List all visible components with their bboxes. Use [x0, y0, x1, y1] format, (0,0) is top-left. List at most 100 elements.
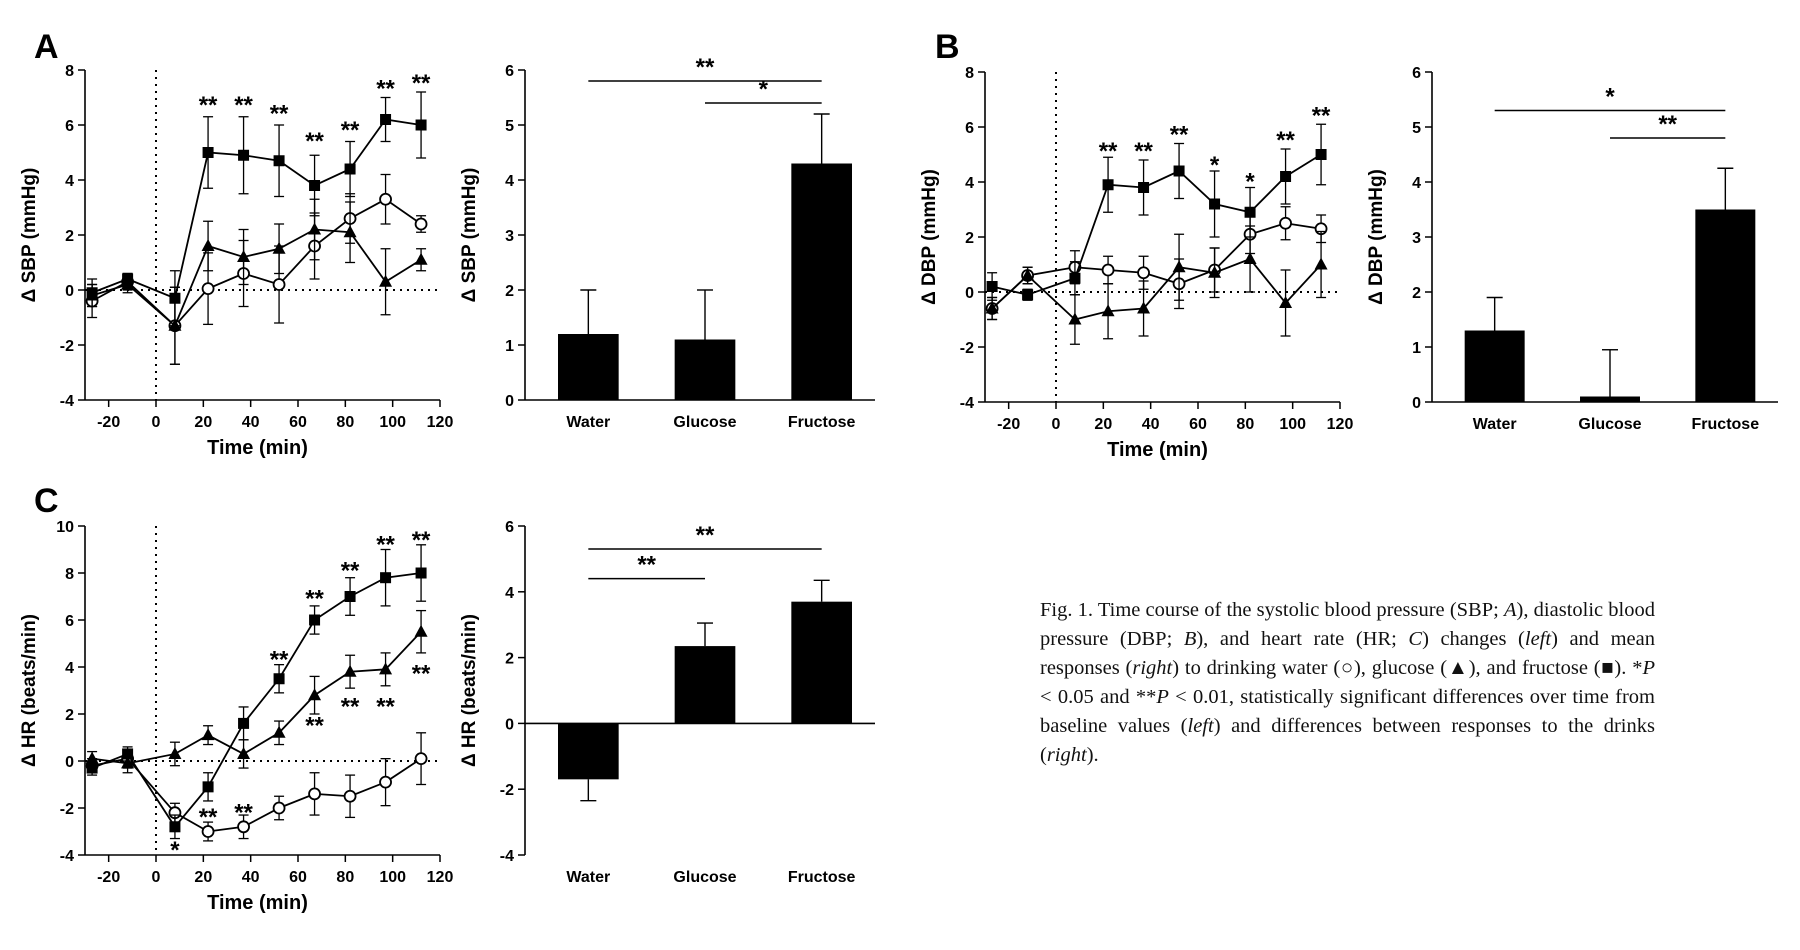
b-right-category-label: Glucose	[1578, 416, 1641, 433]
b-left-x-tick-label: 100	[1279, 416, 1306, 433]
c-left-fructose-point	[169, 821, 181, 833]
b-right-y-tick-label: 1	[1412, 340, 1421, 357]
panel-label-c: C	[34, 482, 59, 520]
a-right-y-tick-label: 5	[505, 118, 514, 135]
b-right-significance-label: **	[1658, 111, 1677, 138]
a-left-x-tick-label: -20	[97, 414, 120, 431]
b-left-glucose-point	[1137, 301, 1151, 314]
c-right-y-tick-label: 6	[505, 519, 514, 536]
c-left-glucose-point	[121, 756, 135, 769]
b-left-significance-label: **	[1276, 127, 1295, 154]
c-left-fructose-point	[273, 673, 285, 685]
c-right-y-tick-label: -4	[500, 848, 514, 865]
a-left-glucose-point	[237, 250, 251, 262]
b-left-y-axis-title: Δ DBP (mmHg)	[919, 169, 940, 305]
caption-text: ), and heart rate (HR;	[1196, 628, 1409, 650]
b-left-fructose-series-line	[991, 153, 1322, 296]
a-right-significance-label: *	[759, 76, 769, 103]
a-left-x-tick-label: 80	[336, 414, 354, 431]
c-right-category-label: Water	[566, 869, 610, 886]
b-left-fructose-point	[1315, 149, 1327, 160]
b-left-fructose-point	[1173, 165, 1185, 177]
b-left-significance-label: *	[1245, 168, 1255, 195]
b-right-y-tick-label: 3	[1412, 230, 1421, 247]
a-left-fructose-series-line	[91, 118, 422, 300]
b-left-fructose-point	[1138, 182, 1150, 193]
c-left-x-tick-label: 20	[194, 869, 212, 886]
c-right-y-axis-title: Δ HR (beats/min)	[459, 614, 480, 767]
c-left-fructose-point	[122, 748, 134, 760]
b-right-y-tick-label: 4	[1412, 175, 1421, 192]
a-right-bar-glucose	[674, 339, 736, 400]
caption-text: ).	[1086, 744, 1099, 766]
a-right-y-tick-label: 4	[505, 173, 514, 190]
c-right-bar-glucose	[674, 646, 736, 724]
b-right-significance-label: *	[1605, 84, 1615, 111]
b-left-x-tick-label: 60	[1189, 416, 1207, 433]
a-left-glucose-point	[308, 222, 322, 235]
c-left-y-tick-label: 6	[65, 613, 74, 630]
caption-text: A	[1504, 599, 1517, 621]
caption-text: ) to drinking water (○), glucose (▲), an…	[1172, 657, 1643, 679]
a-left-y-tick-label: -4	[60, 393, 74, 410]
b-right-y-axis-title: Δ DBP (mmHg)	[1366, 169, 1387, 305]
c-left-fructose-point	[344, 591, 356, 602]
caption-text: right	[1046, 744, 1087, 766]
c-right-bar-fructose	[791, 601, 852, 724]
b-left-significance-label: **	[1170, 122, 1189, 149]
caption-text: Fig. 1. Time course of the systolic bloo…	[1040, 599, 1505, 621]
b-left-y-tick-label: 8	[965, 65, 974, 82]
c-left-significance-label: **	[234, 799, 253, 826]
b-left-fructose-point	[1022, 289, 1034, 301]
c-left-significance-label: *	[170, 837, 180, 864]
c-right-y-tick-label: 2	[505, 651, 514, 668]
b-right-bar-fructose	[1695, 209, 1756, 402]
c-right-category-label: Fructose	[788, 869, 856, 886]
a-right-significance-label: **	[696, 54, 715, 81]
caption-text: left	[1187, 715, 1214, 737]
b-left-y-tick-label: 2	[965, 230, 974, 247]
a-left-glucose-point	[343, 225, 357, 238]
b-left-y-tick-label: 4	[965, 175, 974, 192]
c-left-glucose-point	[201, 728, 215, 741]
a-left-glucose-point	[379, 274, 393, 287]
caption-text: right	[1132, 657, 1173, 679]
c-left-x-tick-label: 80	[336, 869, 354, 886]
c-right-y-tick-label: 4	[505, 585, 514, 602]
c-left-glucose-point	[308, 688, 322, 701]
c-left-y-tick-label: -2	[60, 801, 74, 818]
a-left-fructose-point	[122, 273, 134, 285]
c-left-glucose-series-line	[91, 631, 422, 765]
c-right-significance-label: **	[696, 522, 715, 549]
a-left-y-tick-label: 8	[65, 63, 74, 80]
c-left-significance-label: **	[199, 804, 218, 831]
b-left-water-point	[1101, 263, 1115, 277]
a-left-y-axis-title: Δ SBP (mmHg)	[19, 168, 40, 303]
caption-text: < 0.05 and **	[1040, 686, 1157, 708]
a-left-x-tick-label: 0	[152, 414, 161, 431]
caption-text: ) changes (	[1422, 628, 1525, 650]
b-right-y-tick-label: 5	[1412, 120, 1421, 137]
c-left-fructose-point	[202, 781, 214, 793]
c-left-fructose-point	[309, 614, 321, 626]
c-left-significance-label: **	[305, 586, 324, 613]
c-left-water-series-line	[91, 757, 422, 833]
b-left-y-tick-label: -4	[960, 395, 974, 412]
b-left-y-tick-label: -2	[960, 340, 974, 357]
b-right-category-label: Fructose	[1692, 416, 1760, 433]
b-right-y-tick-label: 6	[1412, 65, 1421, 82]
a-left-glucose-point	[414, 252, 428, 265]
c-left-water-point	[308, 787, 321, 801]
b-left-glucose-point	[1314, 257, 1328, 270]
c-left-glucose-point	[237, 746, 251, 759]
c-left-y-axis-title: Δ HR (beats/min)	[19, 614, 40, 767]
b-left-fructose-point	[1280, 171, 1292, 182]
b-right-y-tick-label: 0	[1412, 395, 1421, 412]
c-right-significance-label: **	[637, 552, 656, 579]
c-left-glucose-point	[379, 662, 393, 675]
a-left-glucose-point	[201, 239, 215, 251]
a-left-significance-label: **	[412, 70, 431, 97]
b-left-glucose-point	[1279, 296, 1293, 308]
c-right-y-tick-label: -2	[500, 782, 514, 799]
a-left-significance-label: **	[270, 100, 289, 127]
